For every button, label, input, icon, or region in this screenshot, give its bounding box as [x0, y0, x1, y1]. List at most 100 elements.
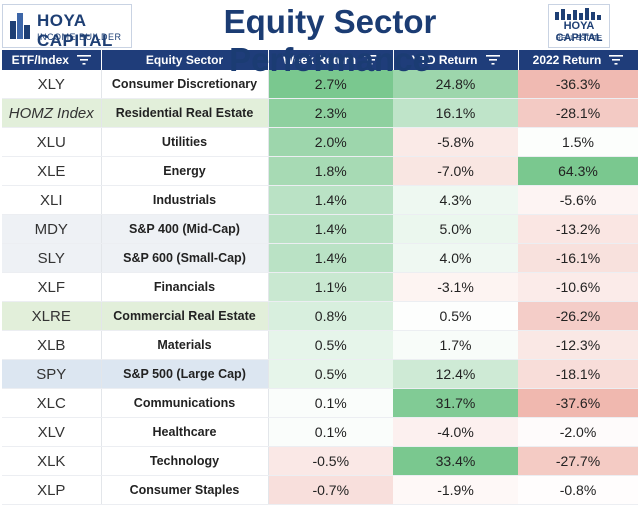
- return-2022-cell: -5.6%: [518, 185, 638, 215]
- hoya-capital-real-estate-logo: HOYA CAPITAL REAL ESTATE: [548, 4, 610, 48]
- ytd-return-cell: 0.5%: [393, 301, 518, 331]
- etf-cell: XLU: [2, 127, 102, 157]
- table-row: XLK Technology -0.5% 33.4% -27.7%: [2, 446, 638, 476]
- table-row: SLY S&P 600 (Small-Cap) 1.4% 4.0% -16.1%: [2, 243, 638, 273]
- logo-left-line2: INCOME BUILDER: [37, 32, 122, 42]
- ytd-return-cell: -3.1%: [393, 272, 518, 302]
- etf-cell: XLRE: [2, 301, 102, 331]
- table-row: XLP Consumer Staples -0.7% -1.9% -0.8%: [2, 475, 638, 505]
- return-2022-cell: -36.3%: [518, 70, 638, 99]
- ytd-return-cell: 5.0%: [393, 214, 518, 244]
- etf-cell: XLP: [2, 475, 102, 505]
- ytd-return-cell: 12.4%: [393, 359, 518, 389]
- sector-cell: Healthcare: [101, 417, 269, 447]
- column-header-week[interactable]: Week Return: [268, 50, 394, 70]
- sector-cell: Residential Real Estate: [101, 98, 269, 128]
- table-row: XLC Communications 0.1% 31.7% -37.6%: [2, 388, 638, 418]
- filter-icon[interactable]: [485, 55, 500, 66]
- sector-cell: Consumer Staples: [101, 475, 269, 505]
- logo-right-line2: REAL ESTATE: [555, 35, 603, 42]
- week-return-cell: 0.5%: [268, 359, 393, 389]
- ytd-return-cell: 1.7%: [393, 330, 518, 360]
- etf-cell: XLC: [2, 388, 102, 418]
- sector-cell: S&P 400 (Mid-Cap): [101, 214, 269, 244]
- ytd-return-cell: -1.9%: [393, 475, 518, 505]
- ytd-return-cell: -5.8%: [393, 127, 518, 157]
- ytd-return-cell: 4.3%: [393, 185, 518, 215]
- week-return-cell: -0.7%: [268, 475, 393, 505]
- etf-cell: SPY: [2, 359, 102, 389]
- table-row: SPY S&P 500 (Large Cap) 0.5% 12.4% -18.1%: [2, 359, 638, 389]
- return-2022-cell: -13.2%: [518, 214, 638, 244]
- sector-performance-table: ETF/Index Equity Sector Week Return YTD …: [2, 50, 639, 505]
- sector-cell: Industrials: [101, 185, 269, 215]
- sector-cell: Energy: [101, 156, 269, 186]
- sector-cell: Utilities: [101, 127, 269, 157]
- week-return-cell: 1.4%: [268, 214, 393, 244]
- etf-cell: XLI: [2, 185, 102, 215]
- logo-right-line1: HOYA CAPITAL: [555, 20, 603, 44]
- table-row: XLRE Commercial Real Estate 0.8% 0.5% -26.2%: [2, 301, 638, 331]
- table-row: XLV Healthcare 0.1% -4.0% -2.0%: [2, 417, 638, 447]
- etf-cell: XLV: [2, 417, 102, 447]
- etf-cell: MDY: [2, 214, 102, 244]
- etf-cell: SLY: [2, 243, 102, 273]
- table-row: XLF Financials 1.1% -3.1% -10.6%: [2, 272, 638, 302]
- week-return-cell: 1.4%: [268, 243, 393, 273]
- skyline-icon: [555, 8, 601, 20]
- etf-cell: XLB: [2, 330, 102, 360]
- table-row: HOMZ Index Residential Real Estate 2.3% 16.…: [2, 98, 638, 128]
- column-header-label: Equity Sector: [145, 53, 224, 68]
- column-header-label: ETF/Index: [11, 53, 69, 68]
- ytd-return-cell: -7.0%: [393, 156, 518, 186]
- etf-cell: HOMZ Index: [2, 98, 102, 128]
- ytd-return-cell: 33.4%: [393, 446, 518, 476]
- etf-cell: XLY: [2, 70, 102, 99]
- sector-cell: S&P 500 (Large Cap): [101, 359, 269, 389]
- filter-icon[interactable]: [609, 55, 624, 66]
- table-row: XLU Utilities 2.0% -5.8% 1.5%: [2, 127, 638, 157]
- sector-cell: Financials: [101, 272, 269, 302]
- return-2022-cell: 64.3%: [518, 156, 638, 186]
- week-return-cell: 1.8%: [268, 156, 393, 186]
- ytd-return-cell: 16.1%: [393, 98, 518, 128]
- column-header-ytd[interactable]: YTD Return: [393, 50, 519, 70]
- return-2022-cell: -27.7%: [518, 446, 638, 476]
- return-2022-cell: -10.6%: [518, 272, 638, 302]
- filter-icon[interactable]: [364, 55, 379, 66]
- sector-cell: Consumer Discretionary: [101, 70, 269, 99]
- table-header-row: ETF/Index Equity Sector Week Return YTD …: [2, 50, 639, 70]
- column-header-sector[interactable]: Equity Sector: [101, 50, 269, 70]
- return-2022-cell: -37.6%: [518, 388, 638, 418]
- return-2022-cell: -28.1%: [518, 98, 638, 128]
- filter-icon[interactable]: [76, 55, 91, 66]
- column-header-label: Week Return: [282, 53, 357, 68]
- week-return-cell: 1.1%: [268, 272, 393, 302]
- etf-cell: XLE: [2, 156, 102, 186]
- table-body: XLY Consumer Discretionary 2.7% 24.8% -36.3%…: [2, 70, 638, 505]
- column-header-label: YTD Return: [411, 53, 478, 68]
- column-header-label: 2022 Return: [532, 53, 602, 68]
- etf-cell: XLK: [2, 446, 102, 476]
- header: HOYA CAPITAL INCOME BUILDER Equity Secto…: [0, 0, 640, 78]
- week-return-cell: 0.5%: [268, 330, 393, 360]
- table-row: XLY Consumer Discretionary 2.7% 24.8% -36.3%: [2, 70, 638, 99]
- sector-cell: Materials: [101, 330, 269, 360]
- return-2022-cell: 1.5%: [518, 127, 638, 157]
- week-return-cell: 0.8%: [268, 301, 393, 331]
- sector-cell: Technology: [101, 446, 269, 476]
- building-icon: [10, 13, 30, 39]
- etf-cell: XLF: [2, 272, 102, 302]
- ytd-return-cell: 31.7%: [393, 388, 518, 418]
- column-header-etf[interactable]: ETF/Index: [2, 50, 102, 70]
- sector-cell: S&P 600 (Small-Cap): [101, 243, 269, 273]
- week-return-cell: 1.4%: [268, 185, 393, 215]
- sector-cell: Commercial Real Estate: [101, 301, 269, 331]
- week-return-cell: 2.3%: [268, 98, 393, 128]
- table-row: XLE Energy 1.8% -7.0% 64.3%: [2, 156, 638, 186]
- column-header-2022[interactable]: 2022 Return: [518, 50, 639, 70]
- return-2022-cell: -16.1%: [518, 243, 638, 273]
- return-2022-cell: -0.8%: [518, 475, 638, 505]
- hoya-capital-income-builder-logo: HOYA CAPITAL INCOME BUILDER: [2, 4, 132, 50]
- table-row: XLI Industrials 1.4% 4.3% -5.6%: [2, 185, 638, 215]
